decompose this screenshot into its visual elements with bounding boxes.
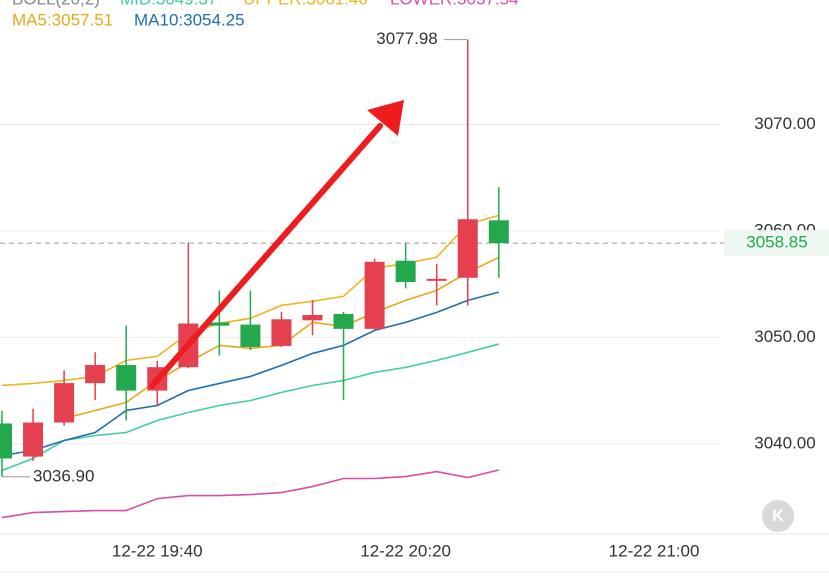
candle-body (426, 278, 447, 281)
legend-entry: LOWER:3037.54 (390, 0, 519, 8)
y-tick-label: 3040.00 (754, 433, 815, 452)
last-price-box (724, 230, 829, 257)
indicator-line (1, 291, 500, 457)
candle-body (116, 365, 137, 391)
candle-body (54, 383, 75, 423)
candle-body (302, 315, 323, 321)
candle-body (271, 319, 292, 346)
k-button-label[interactable]: K (772, 508, 784, 525)
k-button[interactable] (762, 500, 794, 532)
candle-body (23, 422, 44, 457)
candle-body (240, 324, 261, 347)
indicator-line (1, 469, 499, 519)
legend-entry: UPPER:3061.46 (243, 0, 368, 8)
last-price-label: 3058.85 (746, 233, 807, 252)
indicator-label: BOLL(20,2) (12, 0, 100, 8)
trend-arrow (149, 100, 404, 389)
arrow-shaft (149, 123, 383, 389)
candle-body (457, 219, 478, 278)
legend-entry: MID:3049.37 (120, 0, 217, 8)
candle-body (85, 365, 106, 384)
y-tick-label: 3050.00 (754, 327, 815, 346)
candle-body (364, 261, 385, 329)
x-tick-label: 12-22 21:00 (609, 541, 700, 560)
x-tick-label: 12-22 19:40 (112, 541, 203, 560)
candle-body (0, 423, 12, 459)
annotation: 3077.98 (376, 29, 437, 48)
grid (0, 124, 829, 445)
legend-entry: MA10:3054.25 (134, 10, 245, 29)
candle-body (209, 322, 230, 326)
candle-body (395, 260, 416, 283)
legend-entry: MA5:3057.51 (12, 10, 113, 29)
indicator-line (1, 343, 500, 472)
y-tick-label: 3070.00 (754, 114, 815, 133)
candle-body (488, 220, 509, 244)
x-tick-label: 12-22 20:20 (360, 541, 451, 560)
annotation: 3036.90 (33, 466, 94, 485)
candle-body (333, 313, 354, 329)
arrow-head (367, 100, 404, 136)
